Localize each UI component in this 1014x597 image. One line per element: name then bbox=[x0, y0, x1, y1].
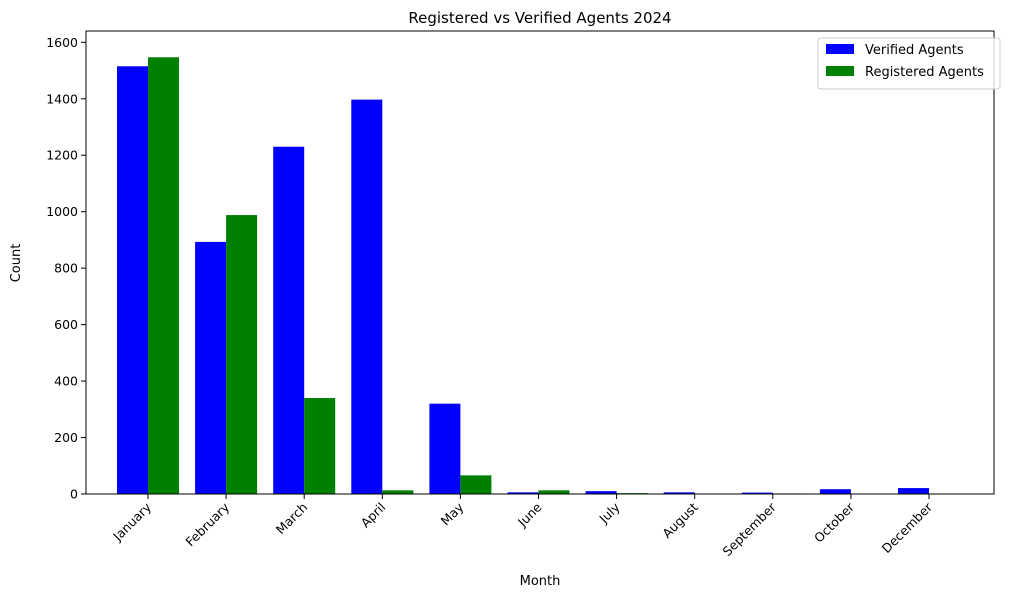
x-tick-label-april: April bbox=[358, 500, 389, 531]
y-tick-label: 1600 bbox=[46, 35, 78, 50]
bar-registered-agents-march bbox=[304, 398, 336, 494]
bar-verified-agents-december bbox=[898, 488, 929, 494]
y-tick-label: 800 bbox=[54, 261, 78, 276]
bar-verified-agents-september bbox=[741, 492, 773, 494]
x-tick-label-march: March bbox=[273, 500, 311, 538]
y-tick-label: 1200 bbox=[46, 148, 78, 163]
x-axis-label: Month bbox=[520, 574, 561, 589]
bar-verified-agents-may bbox=[429, 403, 461, 494]
x-tick-label-december: December bbox=[879, 499, 936, 556]
plot-frame bbox=[85, 30, 995, 495]
bar-verified-agents-june bbox=[507, 492, 539, 494]
bar-registered-agents-january bbox=[148, 57, 179, 494]
x-tick-label-october: October bbox=[811, 499, 858, 546]
y-axis: 0 200 400 600 800 1000 1200 1400 1600 bbox=[46, 35, 86, 502]
x-tick-label-june: June bbox=[514, 499, 545, 530]
bar-verified-agents-january bbox=[117, 66, 148, 494]
bar-verified-agents-october bbox=[819, 489, 851, 494]
x-tick-label-january: January bbox=[109, 499, 154, 544]
bar-registered-agents-april bbox=[382, 490, 414, 494]
x-axis: January February March April May June July Augu… bbox=[109, 494, 936, 559]
legend-swatch-verified-agents bbox=[826, 44, 854, 54]
bar-verified-agents-april bbox=[351, 99, 383, 494]
y-axis-label: Count bbox=[9, 244, 24, 283]
legend-label-registered-agents: Registered Agents bbox=[865, 65, 984, 80]
y-tick-label: 400 bbox=[54, 374, 78, 389]
bars-group bbox=[117, 57, 929, 494]
x-tick-label-september: September bbox=[719, 499, 779, 559]
legend-frame bbox=[817, 37, 1001, 90]
bar-verified-agents-july bbox=[585, 491, 617, 494]
bar-registered-agents-june bbox=[538, 490, 570, 494]
bar-verified-agents-february bbox=[195, 241, 227, 494]
bar-registered-agents-may bbox=[460, 475, 492, 494]
x-tick-label-july: July bbox=[596, 499, 624, 527]
bar-verified-agents-march bbox=[273, 146, 305, 494]
chart-title: Registered vs Verified Agents 2024 bbox=[408, 9, 671, 27]
legend-label-verified-agents: Verified Agents bbox=[865, 43, 964, 58]
y-tick-label: 0 bbox=[70, 487, 78, 502]
x-tick-label-february: February bbox=[182, 499, 232, 549]
y-tick-label: 600 bbox=[54, 317, 78, 332]
x-tick-label-august: August bbox=[659, 499, 701, 541]
y-tick-label: 1400 bbox=[46, 91, 78, 106]
bar-registered-agents-february bbox=[226, 215, 258, 494]
x-tick-label-may: May bbox=[438, 499, 467, 528]
legend-swatch-registered-agents bbox=[826, 66, 854, 76]
bar-verified-agents-august bbox=[663, 492, 695, 494]
y-tick-label: 200 bbox=[54, 430, 78, 445]
y-tick-label: 1000 bbox=[46, 204, 78, 219]
legend: Verified Agents Registered Agents bbox=[817, 37, 1001, 90]
